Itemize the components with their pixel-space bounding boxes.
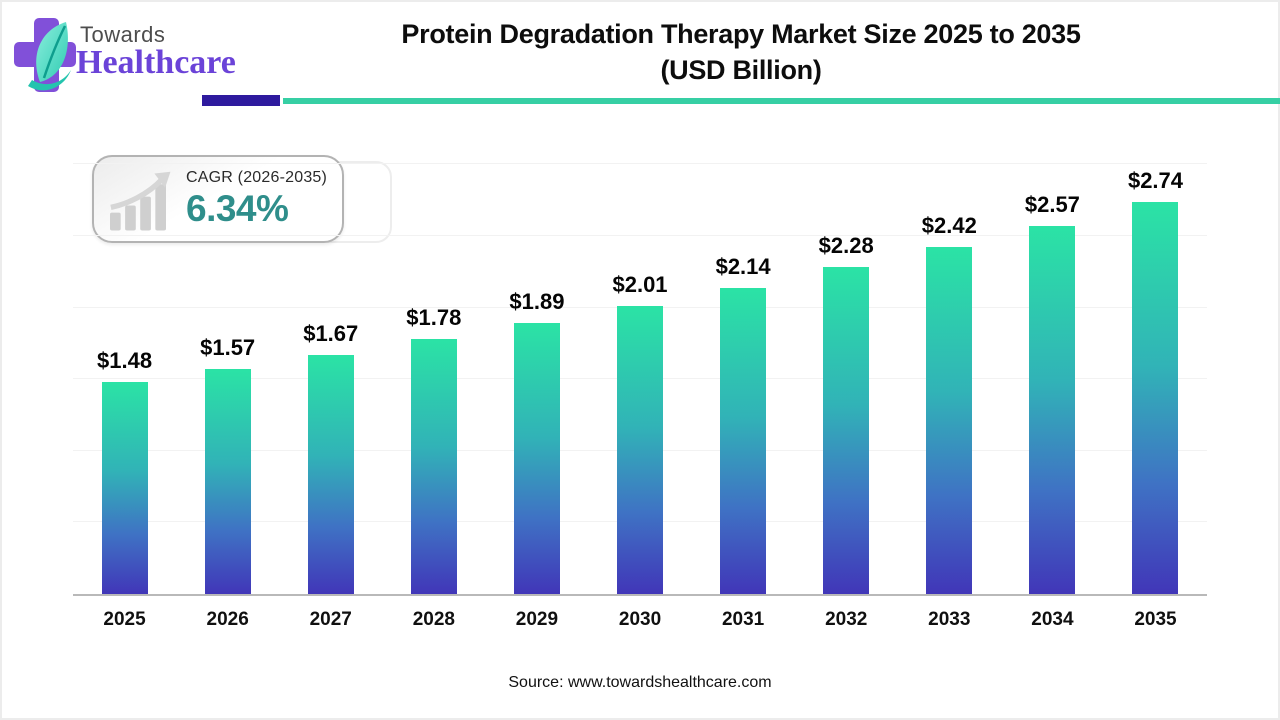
source-attribution: Source: www.towardshealthcare.com (508, 674, 772, 691)
x-axis-label-2026: 2026 (206, 609, 249, 630)
page-title-line2: (USD Billion) (660, 55, 822, 85)
bar-2029 (513, 323, 560, 594)
page-title-line1: Protein Degradation Therapy Market Size … (401, 19, 1081, 49)
bar-value-label: $1.89 (509, 289, 565, 315)
x-axis-label-2028: 2028 (412, 609, 455, 630)
bar-2032 (823, 267, 870, 594)
x-axis-label-2027: 2027 (309, 609, 352, 630)
brand-name-towards: Towards (80, 22, 166, 47)
bar-slot-2035: $2.74 (1104, 150, 1207, 594)
bar-2028 (410, 339, 457, 594)
bar-slot-2031: $2.14 (692, 150, 795, 594)
bar-2035 (1132, 201, 1179, 594)
x-axis-label-2032: 2032 (825, 609, 868, 630)
bar-value-label: $2.57 (1024, 191, 1080, 217)
brand-name-healthcare: Healthcare (76, 44, 236, 81)
bar-slot-2030: $2.01 (588, 150, 691, 594)
cagr-value: 6.34% (186, 187, 289, 229)
bar-slot-2026: $1.57 (176, 150, 279, 594)
bar-slot-2032: $2.28 (795, 150, 898, 594)
x-axis-label-2034: 2034 (1031, 609, 1074, 630)
bar-2027 (307, 354, 354, 594)
x-axis-label-2033: 2033 (928, 609, 971, 630)
bar-value-label: $1.57 (200, 335, 256, 361)
x-axis-label-2025: 2025 (103, 609, 146, 630)
bar-slot-2029: $1.89 (485, 150, 588, 594)
gridline (73, 163, 1207, 165)
divider-teal-line (283, 98, 1280, 104)
cagr-label: CAGR (2026-2035) (186, 168, 328, 186)
bar-2034 (1029, 225, 1076, 594)
bar-2033 (926, 247, 973, 594)
bar-value-label: $1.67 (303, 320, 359, 346)
x-axis-label-2035: 2035 (1134, 609, 1177, 630)
bar-slot-2033: $2.42 (898, 150, 1001, 594)
bar-value-label: $2.74 (1127, 167, 1184, 193)
bar-value-label: $1.78 (406, 305, 462, 331)
x-axis-labels: 2025 2026 2027 2028 2029 2030 2031 2032 2033 2034… (73, 609, 1207, 631)
bar-slot-2028: $1.78 (382, 150, 485, 594)
header: Towards Healthcare Protein Degradation T… (0, 0, 1280, 112)
plot-area: $1.48 $1.57 $1.67 $1.78 $1.89 $2.01 $2.14 $2.28… (73, 150, 1207, 596)
bar-value-label: $2.28 (818, 233, 874, 259)
bar-chart: $1.48 $1.57 $1.67 $1.78 $1.89 $2.01 $2.14 $2.28… (73, 150, 1207, 631)
growth-trend-icon (110, 171, 171, 231)
bar-value-label: $1.48 (97, 348, 153, 374)
bar-slot-2027: $1.67 (279, 150, 382, 594)
x-axis-label-2029: 2029 (515, 609, 559, 630)
bar-slot-2034: $2.57 (1001, 150, 1104, 594)
bar-2030 (617, 306, 664, 594)
bar-2031 (720, 287, 767, 594)
page-title: Protein Degradation Therapy Market Size … (210, 16, 1272, 88)
cross-leaf-icon (14, 18, 76, 92)
bar-value-label: $2.01 (612, 272, 668, 298)
bar-value-label: $2.42 (921, 213, 977, 239)
bar-slot-2025: $1.48 (73, 150, 176, 594)
divider-purple-segment (202, 95, 280, 106)
cagr-text-block: CAGR (2026-2035) 6.34% (186, 169, 327, 230)
x-axis-label-2031: 2031 (721, 609, 765, 630)
bar-2025 (101, 382, 148, 594)
gridline (73, 234, 1207, 236)
bar-value-label: $2.14 (715, 253, 771, 279)
cagr-badge: CAGR (2026-2035) 6.34% (92, 155, 344, 243)
x-axis-label-2030: 2030 (618, 609, 662, 630)
bar-2026 (204, 369, 251, 594)
bars-row: $1.48 $1.57 $1.67 $1.78 $1.89 $2.01 $2.14 $2.28… (73, 150, 1207, 594)
